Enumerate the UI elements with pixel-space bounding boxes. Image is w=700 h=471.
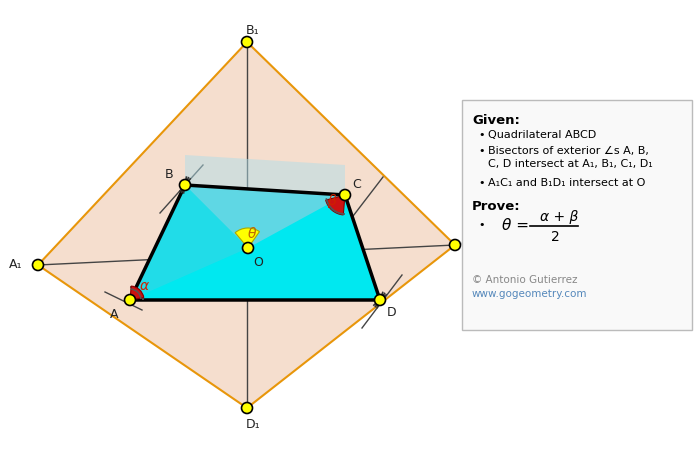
Wedge shape xyxy=(130,286,143,300)
Circle shape xyxy=(340,189,351,201)
Text: •: • xyxy=(478,130,484,140)
Text: O: O xyxy=(253,255,263,268)
Wedge shape xyxy=(235,228,260,248)
Text: C: C xyxy=(353,179,361,192)
Wedge shape xyxy=(326,195,345,215)
Text: θ: θ xyxy=(248,227,256,241)
Circle shape xyxy=(241,403,253,414)
Polygon shape xyxy=(185,155,345,195)
Text: β: β xyxy=(327,194,335,208)
Text: A₁C₁ and B₁D₁ intersect at O: A₁C₁ and B₁D₁ intersect at O xyxy=(488,178,645,188)
Circle shape xyxy=(449,239,461,251)
Text: B₁: B₁ xyxy=(246,24,260,36)
Text: Bisectors of exterior ∠s A, B,
C, D intersect at A₁, B₁, C₁, D₁: Bisectors of exterior ∠s A, B, C, D inte… xyxy=(488,146,652,169)
Text: © Antonio Gutierrez: © Antonio Gutierrez xyxy=(472,275,578,285)
Circle shape xyxy=(179,179,190,190)
Polygon shape xyxy=(38,42,455,408)
Circle shape xyxy=(242,243,253,253)
Text: C₁: C₁ xyxy=(460,238,474,252)
Text: α: α xyxy=(139,279,148,293)
Text: www.gogeometry.com: www.gogeometry.com xyxy=(472,289,587,299)
Text: A₁: A₁ xyxy=(9,259,22,271)
Polygon shape xyxy=(130,185,380,300)
Circle shape xyxy=(374,294,386,306)
Polygon shape xyxy=(130,185,248,300)
Text: D₁: D₁ xyxy=(246,417,260,430)
Circle shape xyxy=(125,294,136,306)
Text: α + β: α + β xyxy=(540,210,578,224)
Text: θ =: θ = xyxy=(502,219,529,234)
Circle shape xyxy=(241,36,253,48)
Text: B: B xyxy=(164,169,174,181)
Text: A: A xyxy=(110,308,118,320)
Text: 2: 2 xyxy=(551,230,560,244)
Circle shape xyxy=(32,260,43,270)
Text: Given:: Given: xyxy=(472,114,520,127)
Text: •: • xyxy=(478,220,484,230)
Text: •: • xyxy=(478,178,484,188)
Polygon shape xyxy=(185,185,345,248)
FancyBboxPatch shape xyxy=(462,100,692,330)
Text: •: • xyxy=(478,146,484,156)
Text: D: D xyxy=(387,306,397,318)
Text: Quadrilateral ABCD: Quadrilateral ABCD xyxy=(488,130,596,140)
Text: Prove:: Prove: xyxy=(472,200,521,213)
